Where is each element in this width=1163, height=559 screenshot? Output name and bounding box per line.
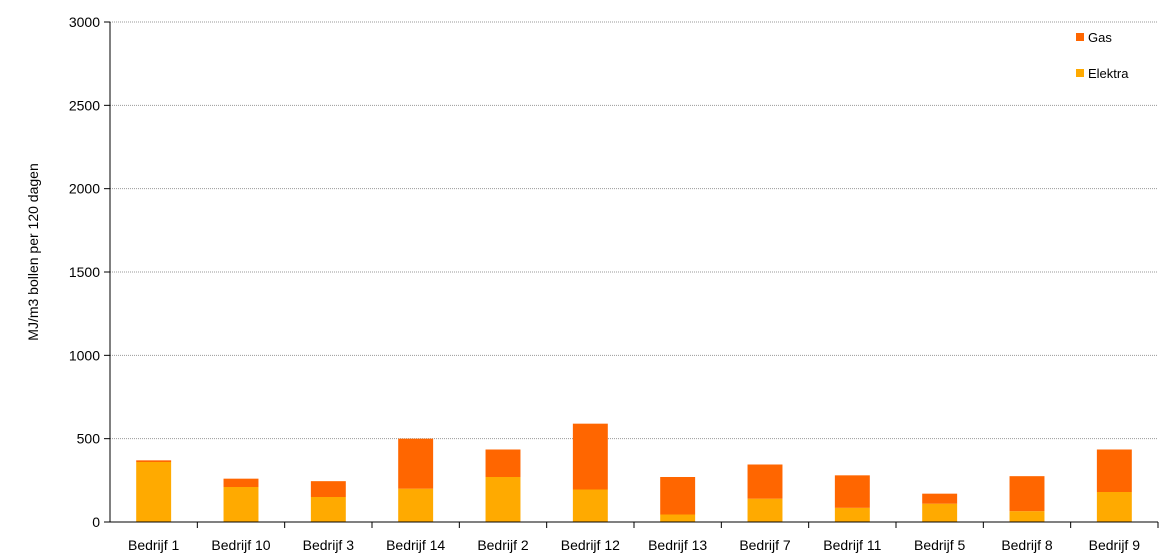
x-tick-label: Bedrijf 10 — [211, 537, 270, 553]
legend-swatch-elektra — [1076, 69, 1084, 77]
bar-elektra — [310, 497, 346, 522]
x-tick-label: Bedrijf 8 — [1001, 537, 1053, 553]
bar-gas — [310, 481, 346, 497]
legend: Gas Elektra — [1076, 30, 1129, 81]
bar-gas — [834, 475, 870, 508]
x-tick-label: Bedrijf 7 — [739, 537, 791, 553]
bar-elektra — [136, 462, 172, 522]
bar-elektra — [1096, 492, 1132, 522]
gridlines — [104, 21, 1159, 528]
x-tick-label: Bedrijf 14 — [386, 537, 445, 553]
x-tick-label: Bedrijf 12 — [561, 537, 620, 553]
legend-label-gas: Gas — [1088, 30, 1112, 45]
y-tick-label: 0 — [92, 514, 100, 530]
bar-elektra — [1009, 511, 1045, 522]
bar-gas — [136, 460, 172, 462]
bars — [136, 423, 1132, 522]
bar-gas — [398, 438, 434, 489]
y-tick-label: 1500 — [69, 264, 100, 280]
bar-gas — [1096, 449, 1132, 492]
x-tick-labels: Bedrijf 1 Bedrijf 10 Bedrijf 3 Bedrijf 14 Be… — [128, 537, 1140, 553]
axes — [109, 22, 1158, 523]
bar-gas — [572, 423, 608, 490]
bar-elektra — [223, 487, 259, 522]
bar-gas — [922, 493, 958, 504]
x-tick-label: Bedrijf 2 — [477, 537, 529, 553]
bar-elektra — [485, 477, 521, 522]
bar-elektra — [922, 503, 958, 522]
bar-elektra — [572, 489, 608, 522]
x-tick-label: Bedrijf 9 — [1089, 537, 1141, 553]
bar-elektra — [660, 514, 696, 522]
y-axis-title: MJ/m3 bollen per 120 dagen — [25, 163, 41, 340]
bar-elektra — [747, 498, 783, 522]
bar-elektra — [834, 507, 870, 522]
legend-swatch-gas — [1076, 33, 1084, 41]
bar-gas — [660, 477, 696, 515]
y-tick-label: 1000 — [69, 347, 100, 363]
y-tick-label: 500 — [77, 431, 101, 447]
y-tick-labels: 0 500 1000 1500 2000 2500 3000 — [69, 14, 100, 530]
bar-gas — [485, 449, 521, 477]
bar-elektra — [398, 488, 434, 522]
bar-gas — [747, 464, 783, 499]
x-tick-label: Bedrijf 1 — [128, 537, 180, 553]
bar-gas — [223, 478, 259, 487]
legend-label-elektra: Elektra — [1088, 66, 1129, 81]
x-tick-label: Bedrijf 13 — [648, 537, 707, 553]
y-tick-label: 2500 — [69, 97, 100, 113]
x-tick-label: Bedrijf 3 — [303, 537, 355, 553]
bar-gas — [1009, 476, 1045, 512]
x-tick-label: Bedrijf 5 — [914, 537, 966, 553]
x-tick-label: Bedrijf 11 — [823, 537, 881, 553]
y-tick-label: 3000 — [69, 14, 100, 30]
y-tick-label: 2000 — [69, 181, 100, 197]
